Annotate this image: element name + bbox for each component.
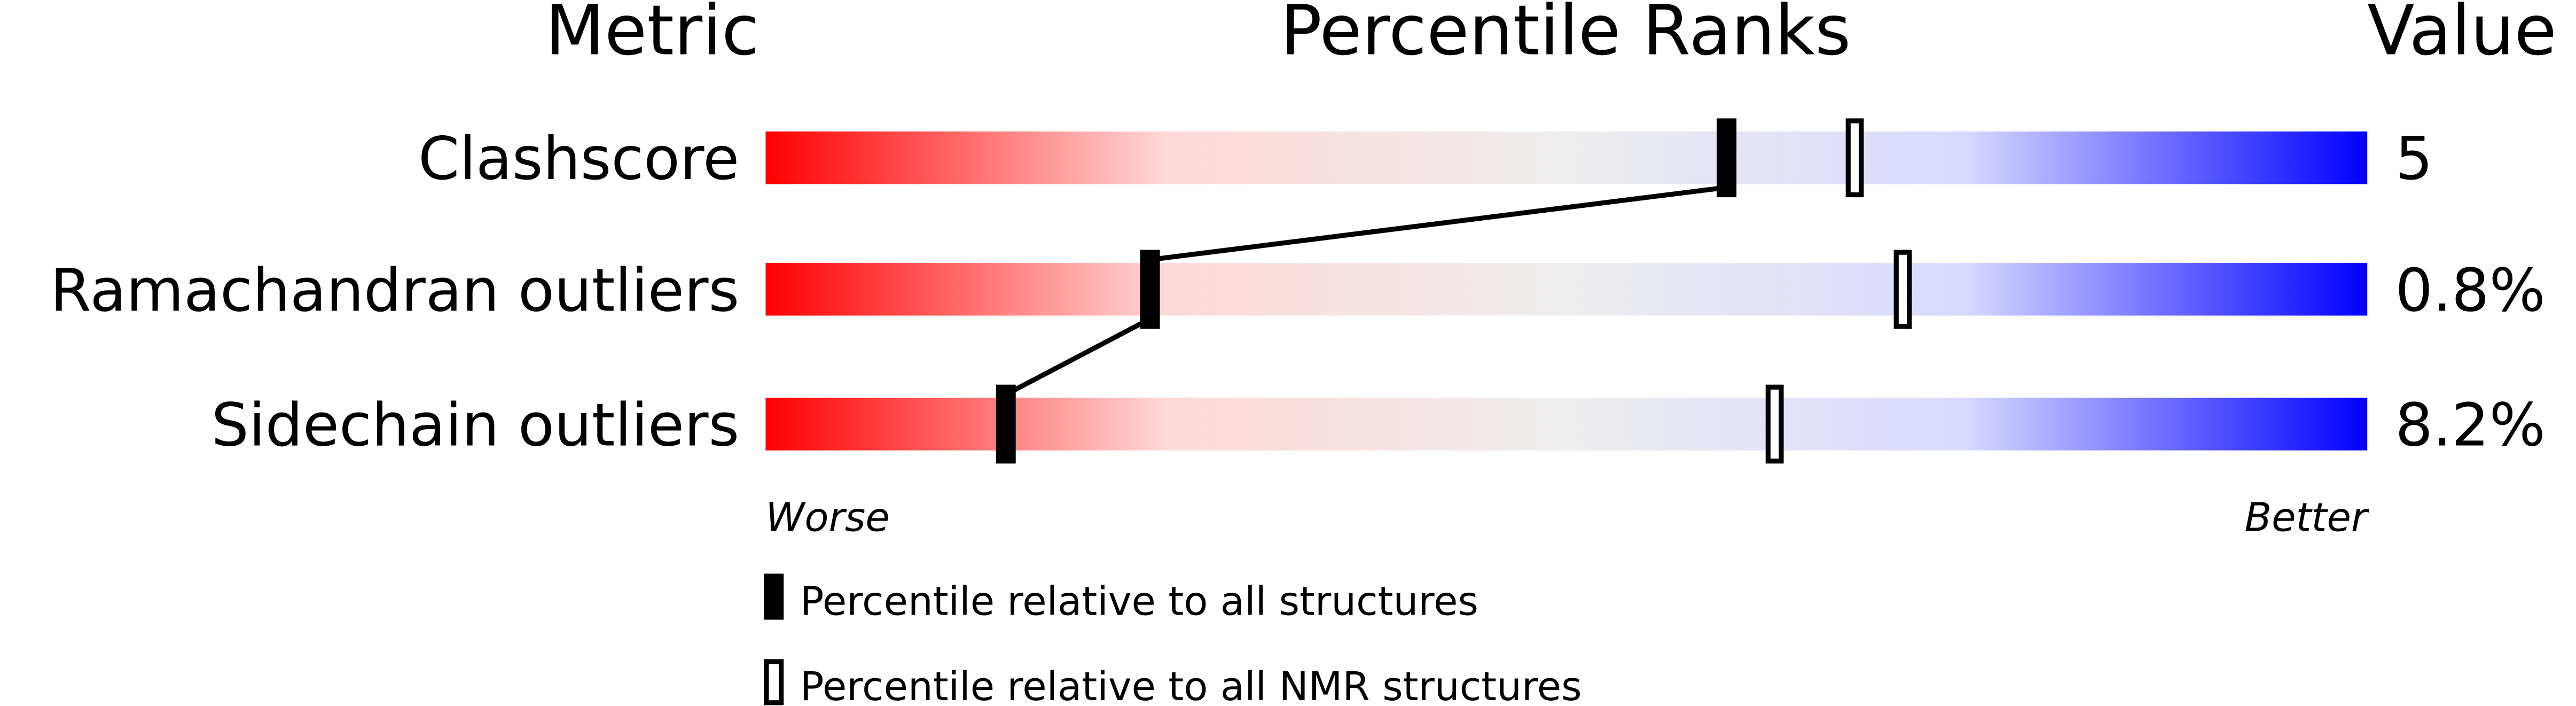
connector-line <box>1005 316 1152 397</box>
marker-nmr-structures <box>1845 118 1864 198</box>
header-value: Value <box>2367 0 2557 71</box>
connector-line <box>1149 185 1727 262</box>
marker-all-structures <box>996 384 1016 464</box>
legend-nmr-label: Percentile relative to all NMR structure… <box>800 664 1582 706</box>
metric-label: Ramachandran outliers <box>50 256 739 325</box>
better-label: Better <box>2245 494 2370 540</box>
metric-label: Sidechain outliers <box>212 391 740 460</box>
metric-value: 8.2% <box>2395 391 2546 460</box>
marker-nmr-structures <box>1893 250 1912 329</box>
header-metric: Metric <box>545 0 760 71</box>
percentile-bar <box>765 131 2368 184</box>
metric-value: 5 <box>2395 125 2433 193</box>
marker-all-structures <box>1717 118 1737 198</box>
percentile-bar <box>765 263 2368 316</box>
header-percentile-ranks: Percentile Ranks <box>1280 0 1851 71</box>
worse-label: Worse <box>765 494 889 540</box>
marker-nmr-structures <box>1765 384 1784 464</box>
metric-value: 0.8% <box>2395 256 2546 325</box>
legend-all-label: Percentile relative to all structures <box>800 578 1478 624</box>
legend-all-marker <box>764 573 784 620</box>
marker-all-structures <box>1140 250 1160 329</box>
legend-nmr-marker <box>764 659 784 705</box>
percentile-bar <box>765 398 2368 451</box>
metric-label: Clashscore <box>418 125 739 193</box>
